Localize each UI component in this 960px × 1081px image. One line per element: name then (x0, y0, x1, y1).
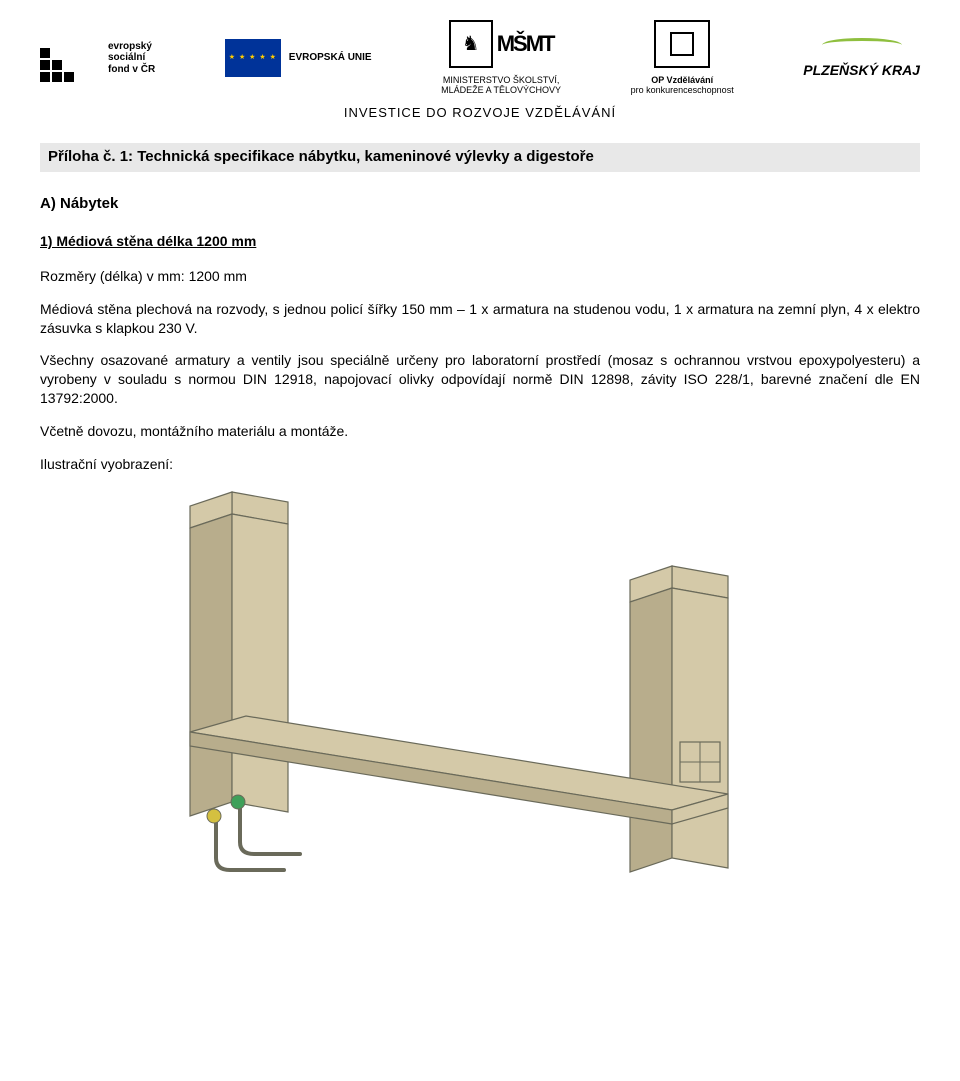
para-2: Médiová stěna plechová na rozvody, s jed… (40, 300, 920, 338)
msmt-logo: ♞ MŠMT MINISTERSTVO ŠKOLSTVÍ, MLÁDEŽE A … (441, 20, 561, 96)
esf-logo: evropský sociální fond v ČR (40, 34, 155, 82)
eu-flag-icon (225, 39, 281, 77)
eu-label: EVROPSKÁ UNIE (289, 52, 372, 64)
title-bar: Příloha č. 1: Technická specifikace náby… (40, 143, 920, 171)
kraj-logo: PLZEŇSKÝ KRAJ (803, 38, 920, 78)
esf-mark-icon (40, 34, 100, 82)
section-a-heading: A) Nábytek (40, 194, 920, 214)
op-line2: pro konkurenceschopnost (631, 86, 734, 96)
kraj-arc-icon (822, 38, 902, 52)
kraj-label: PLZEŇSKÝ KRAJ (803, 62, 920, 78)
op-box-icon (654, 20, 710, 68)
lion-icon: ♞ (449, 20, 493, 68)
item-1-heading: 1) Médiová stěna délka 1200 mm (40, 232, 920, 251)
msmt-letters: MŠMT (497, 31, 554, 56)
esf-line1: evropský (108, 41, 155, 53)
op-logo: OP Vzdělávání pro konkurenceschopnost (631, 20, 734, 96)
esf-text: evropský sociální fond v ČR (108, 41, 155, 76)
para-3: Všechny osazované armatury a ventily jso… (40, 351, 920, 408)
tagline: INVESTICE DO ROZVOJE VZDĚLÁVÁNÍ (40, 104, 920, 122)
header-logo-row: evropský sociální fond v ČR EVROPSKÁ UNI… (40, 20, 920, 96)
media-wall-drawing (120, 482, 840, 882)
para-1: Rozměry (délka) v mm: 1200 mm (40, 267, 920, 286)
illustration (120, 482, 840, 882)
illustration-label: Ilustrační vyobrazení: (40, 455, 920, 474)
body-text: Rozměry (délka) v mm: 1200 mm Médiová st… (40, 267, 920, 441)
msmt-line2: MLÁDEŽE A TĚLOVÝCHOVY (441, 86, 561, 96)
eu-logo: EVROPSKÁ UNIE (225, 39, 372, 77)
esf-line2: sociální (108, 52, 155, 64)
esf-line3: fond v ČR (108, 64, 155, 76)
para-4: Včetně dovozu, montážního materiálu a mo… (40, 422, 920, 441)
